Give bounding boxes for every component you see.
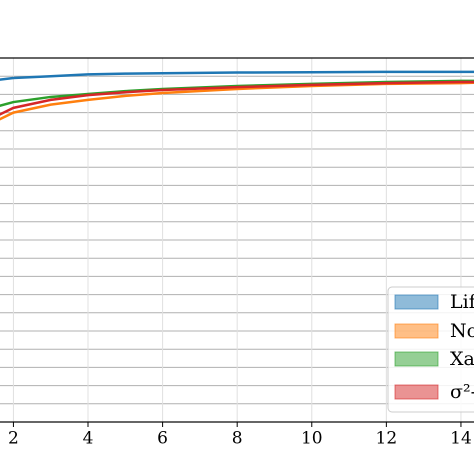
legend-label: Xa	[450, 348, 474, 370]
legend-swatch	[394, 351, 439, 367]
x-tick-label: 8	[232, 429, 243, 449]
legend-label: σ²-	[450, 381, 474, 403]
legend-label: No	[450, 320, 474, 342]
legend-swatch	[394, 294, 439, 310]
legend-label: Lif	[450, 291, 474, 313]
x-tick-label: 10	[301, 429, 323, 449]
legend-box	[387, 286, 474, 413]
legend-swatch	[394, 384, 439, 400]
x-tick-label: 12	[376, 429, 398, 449]
x-tick-label: 14	[450, 429, 472, 449]
x-tick-label: 2	[8, 429, 19, 449]
plot-frame	[0, 57, 474, 423]
series-line	[0, 70, 474, 81]
x-tick-label: 4	[83, 429, 94, 449]
series-line	[0, 80, 474, 116]
legend-swatch	[394, 323, 439, 339]
plot-area	[0, 70, 474, 121]
x-tick-label: 6	[157, 429, 168, 449]
